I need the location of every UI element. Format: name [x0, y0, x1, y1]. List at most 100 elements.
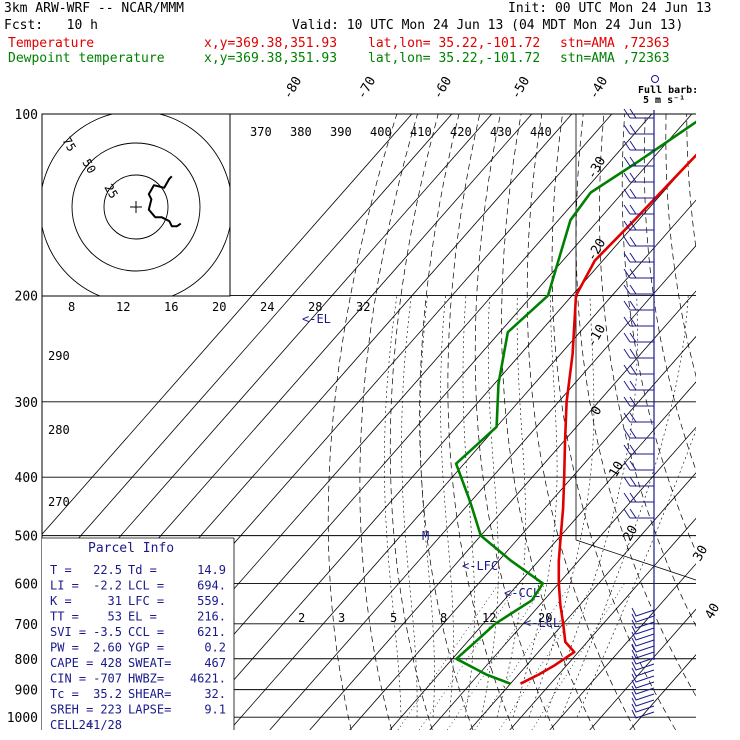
theta-tick-label: 440 [530, 125, 552, 139]
parcel-param-label: SVI = [50, 625, 86, 639]
isotherm-tick-label: 20 [620, 523, 641, 544]
mixing-ratio-tick-label: 20 [538, 611, 552, 625]
dry-adiabat-line [728, 114, 740, 730]
parcel-param-label: CCL = [128, 625, 164, 639]
pressure-tick-label: 600 [15, 577, 38, 592]
isotherm-tick-label: -80 [280, 74, 305, 102]
isotherm-line [189, 154, 696, 730]
theta-tick-label: 400 [370, 125, 392, 139]
wind-barb-icon [631, 673, 655, 683]
dry-adiabat-line [526, 114, 636, 730]
parcel-param-value: 467 [204, 656, 226, 670]
dewpoint-station: stn=AMA ,72363 [560, 51, 670, 66]
parcel-param-label: CIN = [50, 672, 86, 686]
mixing-ratio-tick-label: 12 [482, 611, 496, 625]
theta-side-label: 280 [48, 423, 70, 437]
moist-adiabat-line [512, 295, 558, 718]
parcel-param-label: SWEAT= [128, 656, 171, 670]
dry-adiabat-line [665, 114, 696, 378]
temperature-station: stn=AMA ,72363 [560, 36, 670, 51]
isotherm-line [309, 290, 696, 730]
isotherm-tick-label: 30 [690, 543, 711, 564]
theta-tick-label: 380 [290, 125, 312, 139]
wind-barb-icon [631, 679, 655, 689]
parcel-param-value: 621. [197, 625, 226, 639]
parcel-param-value: 223 [100, 703, 122, 717]
wind-barb-icon [623, 332, 654, 343]
mixing-ratio-tick-label: 5 [390, 611, 397, 625]
parcel-param-value: -707 [93, 672, 122, 686]
m-marker: M [422, 529, 429, 543]
isotherm-line [509, 517, 696, 730]
wind-barb-icon [631, 691, 655, 701]
dry-adiabat-line [621, 114, 696, 553]
dewpoint-latlon: lat,lon= 35.22,-101.72 [368, 51, 541, 66]
wind-barb-icon [631, 709, 655, 719]
wind-barb-icon [623, 204, 654, 215]
barb-key-title: Full barb: [638, 85, 698, 96]
wind-barb-icon [631, 655, 655, 665]
wind-barb-icon [631, 685, 655, 695]
wind-speed-tick-label: 16 [164, 300, 178, 314]
moist-adiabat-line [440, 295, 454, 718]
dry-adiabat-line [419, 114, 474, 730]
wind-barb-icon [631, 625, 655, 635]
wind-speed-tick-label: 8 [68, 300, 75, 314]
mixing-ratio-line [531, 583, 625, 730]
isotherm-tick-label: 10 [606, 459, 627, 480]
temperature-legend-label: Temperature [8, 36, 95, 51]
lcl-marker: <-LCL [524, 616, 560, 630]
theta-tick-label: 420 [450, 125, 472, 139]
parcel-info-box [42, 538, 234, 730]
wind-barb-icon [623, 300, 654, 311]
parcel-param-label: YGP = [128, 641, 164, 655]
parcel-param-label: LFC = [128, 594, 164, 608]
isotherm-tick-label: 0 [588, 404, 605, 418]
wind-barb-icon [623, 108, 654, 119]
isotherm-line [349, 335, 696, 730]
theta-tick-label: 410 [410, 125, 432, 139]
wind-barb-icon [631, 697, 655, 707]
parcel-param-value: 241/28 [79, 718, 122, 732]
wind-speed-tick-label: 24 [260, 300, 274, 314]
parcel-param-label: EL = [128, 610, 157, 624]
parcel-param-value: 14.9 [197, 563, 226, 577]
pressure-tick-label: 900 [15, 684, 38, 699]
parcel-param-label: Td = [128, 563, 157, 577]
wind-barb-icon [623, 428, 654, 439]
isotherm-line [149, 114, 693, 730]
pressure-tick-label: 800 [15, 653, 38, 668]
pressure-tick-label: 100 [15, 108, 38, 123]
parcel-param-label: TT = [50, 610, 79, 624]
wind-barb-icon [631, 667, 655, 677]
pressure-tick-label: 1000 [7, 711, 38, 726]
dry-adiabat-line [551, 114, 677, 730]
dewpoint-xy: x,y=369.38,351.93 [204, 51, 338, 66]
moist-adiabat-line [496, 295, 526, 718]
wind-barb-icon [623, 124, 654, 135]
hodograph-ring [71, 142, 201, 272]
wind-barb-icon [623, 380, 654, 391]
isotherm-tick-label: -30 [584, 154, 609, 182]
wind-barb-icon [631, 649, 655, 659]
hodograph-ring-label: 75 [59, 135, 78, 155]
parcel-param-label: Tc = [50, 687, 79, 701]
wind-barb-icon [623, 364, 654, 375]
ccl-marker: <-CCL [504, 586, 540, 600]
parcel-param-value: -3.5 [93, 625, 122, 639]
wind-barb-icon [623, 268, 654, 279]
wind-barb-icon [631, 637, 655, 647]
parcel-param-value: 22.5 [93, 563, 122, 577]
parcel-param-label: PW = [50, 641, 79, 655]
parcel-param-label: K = [50, 594, 72, 608]
isotherm-tick-label: -50 [508, 74, 533, 102]
wind-barb-icon [623, 492, 654, 503]
isotherm-tick-label: -60 [430, 74, 455, 102]
mixing-ratio-line [418, 583, 520, 730]
wind-barb-icon [623, 412, 654, 423]
wind-barb-icon [623, 284, 654, 295]
parcel-param-label: CELL = [50, 718, 93, 732]
mixing-ratio-tick-label: 2 [298, 611, 305, 625]
wind-barb-icon [631, 613, 655, 623]
